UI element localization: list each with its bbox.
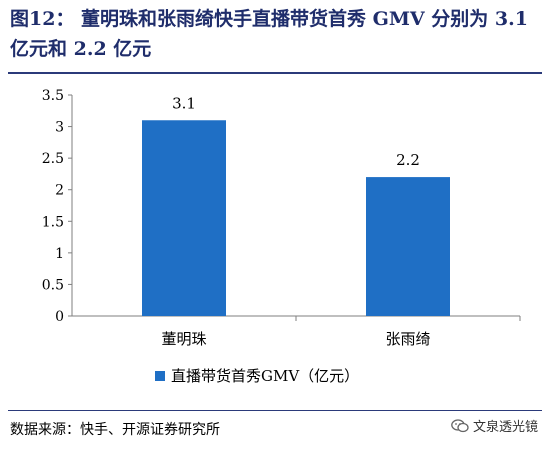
y-tick-label: 3.5 <box>42 88 64 104</box>
chart-title: 图12： 董明珠和张雨绮快手直播带货首秀 GMV 分别为 3.1 亿元和 2.2… <box>10 8 528 60</box>
legend-label: 直播带货首秀GMV（亿元） <box>171 367 360 385</box>
data-label: 3.1 <box>172 94 196 112</box>
data-label: 2.2 <box>396 151 420 169</box>
title-divider <box>8 72 542 74</box>
watermark-text: 文泉透光镜 <box>472 420 538 435</box>
legend: 直播带货首秀GMV（亿元） <box>155 365 359 386</box>
watermark: 文泉透光镜 <box>451 416 538 435</box>
y-tick-label: 2 <box>55 183 64 199</box>
y-tick-label: 1.5 <box>42 214 64 230</box>
bar <box>142 120 226 316</box>
source-note: 数据来源：快手、开源证券研究所 <box>10 422 220 438</box>
legend-swatch <box>155 370 165 381</box>
x-tick-label: 董明珠 <box>161 330 206 348</box>
wechat-icon <box>451 418 469 432</box>
y-tick-label: 1 <box>55 246 64 262</box>
y-tick-label: 3 <box>55 120 64 136</box>
bar <box>366 177 450 316</box>
x-tick-label: 张雨绮 <box>385 330 430 348</box>
y-tick-label: 0.5 <box>42 277 64 293</box>
y-tick-label: 2.5 <box>42 151 64 167</box>
source-divider <box>8 410 542 411</box>
y-tick-label: 0 <box>55 309 64 325</box>
bar-chart: 0 0.5 1 1.5 2 2.5 3 3.5 3.1 董明珠 2.2 张雨绮 <box>42 88 521 348</box>
